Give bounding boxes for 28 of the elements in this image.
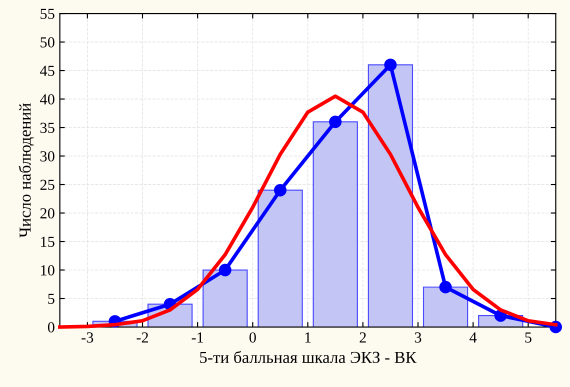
y-tick-label: 50 [40, 37, 54, 48]
y-tick-label: 20 [40, 208, 54, 218]
x-axis-title: 5-ти балльная шкала ЭКЗ - ВК [200, 350, 417, 364]
y-tick-label: 35 [40, 122, 54, 133]
point [439, 280, 452, 294]
y-tick-label: 45 [40, 66, 54, 76]
x-tick-label: 5 [525, 332, 532, 343]
point [218, 264, 232, 276]
point [274, 184, 286, 196]
y-tick-label: 10 [41, 265, 54, 276]
y-tick-label: 0 [48, 322, 54, 332]
y-tick-label: 40 [40, 94, 54, 104]
y-tick-label: 25 [40, 180, 54, 190]
y-tick-label: 15 [41, 236, 54, 247]
point [329, 116, 342, 128]
x-tick-label: -3 [82, 332, 94, 343]
y-tick-label: 55 [40, 8, 54, 19]
y-axis-title: Число наблюдений [18, 103, 34, 238]
x-tick-label: 1 [305, 332, 311, 342]
x-tick-label: 3 [414, 332, 422, 343]
x-tick-label: 4 [470, 332, 477, 342]
x-tick-label: 2 [360, 332, 366, 342]
x-tick-label: -1 [192, 332, 204, 342]
y-tick-label: 30 [40, 151, 54, 162]
point [384, 58, 397, 72]
x-tick-label: 0 [249, 332, 256, 343]
x-tick-label: -2 [136, 332, 148, 342]
y-tick-label: 5 [48, 294, 54, 304]
